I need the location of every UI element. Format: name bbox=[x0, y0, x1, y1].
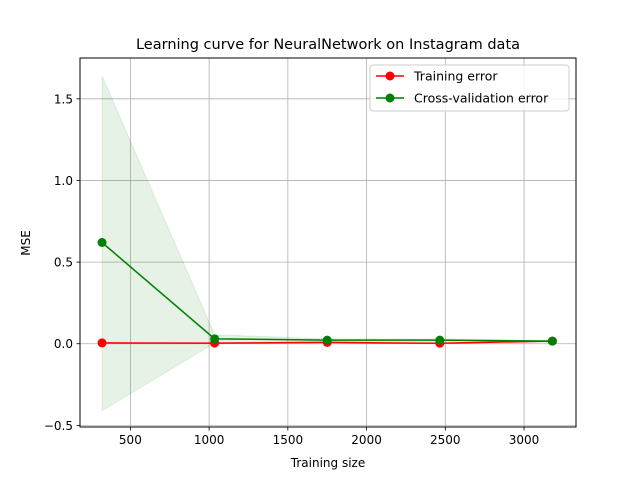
axis-ticks: 500 1000 1500 2000 2500 3000 −0.5 0.0 0.5 1.0 1.5 bbox=[44, 92, 539, 447]
legend-box bbox=[369, 64, 570, 112]
data-point bbox=[435, 335, 445, 345]
x-axis-label: Training size bbox=[290, 456, 365, 470]
data-point bbox=[97, 238, 107, 247]
series-layer bbox=[97, 238, 557, 348]
y-tick-label: 1.0 bbox=[54, 174, 73, 188]
plot-area-frame bbox=[79, 57, 577, 428]
x-tick-label: 1000 bbox=[194, 433, 225, 447]
data-point bbox=[97, 338, 107, 348]
legend-label-cross-validation: Cross-validation error bbox=[414, 91, 549, 106]
x-tick-label: 500 bbox=[119, 433, 142, 447]
y-tick-label: −0.5 bbox=[44, 419, 73, 433]
x-tick-label: 2000 bbox=[351, 433, 382, 447]
y-tick-label: 0.5 bbox=[54, 256, 73, 270]
legend: Training error Cross-validation error bbox=[369, 64, 570, 112]
legend-marker-cross-validation bbox=[385, 93, 395, 103]
legend-label-training: Training error bbox=[413, 69, 498, 84]
legend-marker-training bbox=[385, 71, 395, 81]
x-tick-label: 1500 bbox=[273, 433, 304, 447]
data-point bbox=[547, 336, 557, 346]
x-tick-label: 2500 bbox=[430, 433, 461, 447]
data-point bbox=[322, 335, 332, 345]
y-axis-label: MSE bbox=[19, 230, 33, 256]
chart-title: Learning curve for NeuralNetwork on Inst… bbox=[136, 37, 520, 53]
x-tick-label: 3000 bbox=[509, 433, 540, 447]
y-tick-label: 0.0 bbox=[54, 337, 73, 351]
data-point bbox=[210, 334, 220, 344]
y-tick-label: 1.5 bbox=[54, 92, 73, 106]
